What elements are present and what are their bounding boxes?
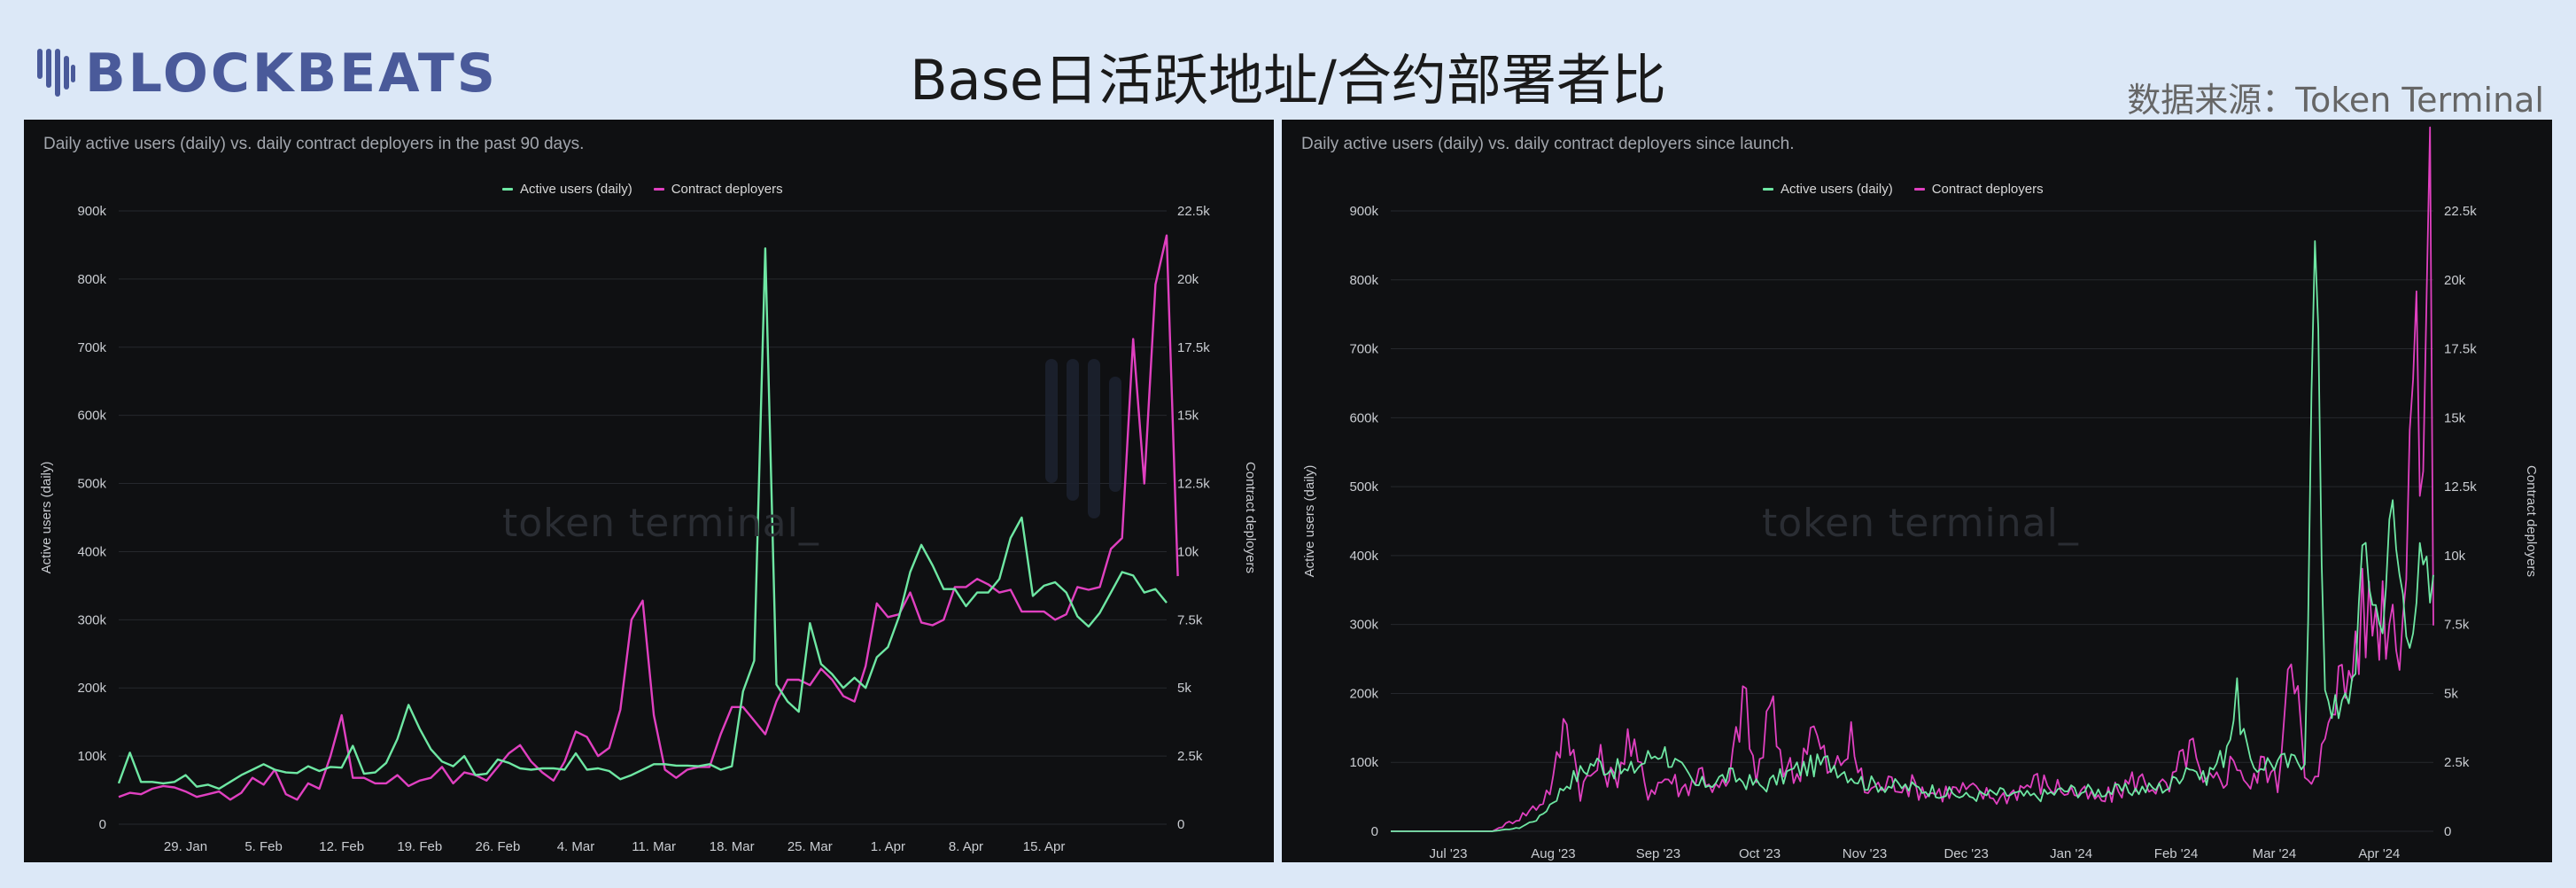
x-tick-label: Sep '23	[1636, 846, 1680, 861]
y-tick-label: 800k	[1349, 273, 1378, 288]
y2-tick-label: 17.5k	[2444, 342, 2477, 357]
y-tick-label: 700k	[77, 340, 106, 355]
series-line-active-users[interactable]	[117, 247, 1168, 791]
y2-tick-label: 20k	[2444, 273, 2466, 288]
y-axis-title: Active users (daily)	[1302, 465, 1317, 578]
x-tick-label: Apr '24	[2358, 846, 2400, 861]
legend-item-active-users[interactable]: Active users (daily)	[1763, 182, 1893, 197]
legend-label: Contract deployers	[1931, 182, 2044, 197]
x-tick-label: 26. Feb	[475, 839, 520, 854]
blockbeats-logo[interactable]: BLOCKBEATS	[35, 43, 498, 105]
x-tick-label: Oct '23	[1739, 846, 1781, 861]
y2-tick-label: 15k	[2444, 410, 2466, 425]
chart-panel-since-launch: 0 100k 200k 300k 400k 500k 600k 700k 800k 900k 0 2.…	[1282, 120, 2552, 862]
series-line-contract-deployers[interactable]	[1391, 126, 2434, 832]
chart-panel-90-days: 0 100k 200k 300k 400k 500k 600k 700k 800k 900k 0 2.…	[24, 120, 1274, 862]
x-tick-label: 1. Apr	[871, 839, 905, 854]
header: BLOCKBEATS Base日活跃地址/合约部署者比 数据来源：Token T…	[0, 0, 2576, 120]
y-tick-label: 300k	[1349, 618, 1378, 633]
x-tick-label: Mar '24	[2253, 846, 2297, 861]
data-source: 数据来源：Token Terminal	[2127, 81, 2544, 120]
chart-since-launch: 0 100k 200k 300k 400k 500k 600k 700k 800k 900k 0 2.…	[1302, 126, 2539, 861]
legend-item-contract-deployers[interactable]: Contract deployers	[653, 182, 783, 197]
y2-axis-title: Contract deployers	[2524, 465, 2539, 577]
token-terminal-watermark: token terminal_	[502, 501, 819, 546]
x-tick-label: Jul '23	[1430, 846, 1468, 861]
y2-tick-label: 17.5k	[1177, 340, 1210, 355]
y-tick-label: 400k	[77, 544, 106, 559]
y2-tick-label: 2.5k	[1177, 749, 1203, 764]
legend-swatch	[1913, 188, 1925, 191]
x-tick-label: 18. Mar	[710, 839, 755, 854]
y2-tick-label: 7.5k	[1177, 612, 1203, 627]
y2-tick-label: 20k	[1177, 272, 1199, 287]
page-title: Base日活跃地址/合约部署者比	[910, 48, 1666, 113]
y-tick-label: 800k	[77, 272, 106, 287]
series-line-contract-deployers[interactable]	[118, 234, 1179, 801]
token-terminal-watermark: token terminal_	[1762, 501, 2079, 546]
y-tick-label: 200k	[77, 681, 106, 696]
y-tick-label: 600k	[77, 409, 106, 424]
x-tick-label: 4. Mar	[557, 839, 595, 854]
x-tick-label: Feb '24	[2154, 846, 2199, 861]
y-tick-label: 100k	[1349, 755, 1378, 770]
y-tick-label: 600k	[1349, 410, 1378, 425]
legend-label: Contract deployers	[671, 182, 783, 197]
y2-tick-label: 5k	[1177, 681, 1191, 696]
y2-tick-label: 15k	[1177, 409, 1199, 424]
x-tick-label: 15. Apr	[1023, 839, 1066, 854]
y-axis-title: Active users (daily)	[39, 462, 54, 574]
legend-swatch	[1763, 188, 1773, 191]
y-tick-label: 900k	[77, 204, 106, 219]
y2-tick-label: 12.5k	[1177, 477, 1210, 492]
y2-tick-label: 7.5k	[2444, 618, 2470, 633]
y-tick-label: 100k	[77, 749, 106, 764]
y2-tick-label: 2.5k	[2444, 755, 2470, 770]
legend-swatch	[653, 188, 664, 191]
x-tick-label: 19. Feb	[397, 839, 442, 854]
x-tick-label: Dec '23	[1944, 846, 1988, 861]
chart-legend: Active users (daily) Contract deployers	[502, 182, 783, 197]
x-tick-label: Aug '23	[1531, 846, 1575, 861]
legend-item-active-users[interactable]: Active users (daily)	[502, 182, 632, 197]
logo-mark-icon	[37, 49, 75, 97]
chart-subtitle: Daily active users (daily) vs. daily con…	[43, 135, 585, 153]
y2-tick-label: 0	[1177, 817, 1184, 832]
chart-legend: Active users (daily) Contract deployers	[1763, 182, 2044, 197]
legend-swatch	[502, 188, 513, 191]
legend-label: Active users (daily)	[520, 182, 632, 197]
y-tick-label: 900k	[1349, 204, 1378, 219]
y2-axis-title: Contract deployers	[1243, 462, 1258, 573]
y2-tick-label: 12.5k	[2444, 479, 2477, 495]
y-tick-label: 0	[1371, 824, 1378, 839]
x-tick-label: 11. Mar	[632, 839, 676, 854]
y-tick-label: 300k	[77, 612, 106, 627]
x-tick-label: 5. Feb	[244, 839, 283, 854]
y2-tick-label: 10k	[1177, 544, 1199, 559]
y2-tick-label: 22.5k	[1177, 204, 1210, 219]
x-tick-label: 25. Mar	[788, 839, 833, 854]
y2-tick-label: 22.5k	[2444, 204, 2477, 219]
y2-tick-label: 10k	[2444, 549, 2466, 564]
chart-90-days: 0 100k 200k 300k 400k 500k 600k 700k 800k 900k 0 2.…	[39, 204, 1258, 854]
x-tick-label: 12. Feb	[319, 839, 364, 854]
y-tick-label: 0	[99, 817, 106, 832]
legend-item-contract-deployers[interactable]: Contract deployers	[1913, 182, 2044, 197]
logo-text: BLOCKBEATS	[85, 43, 498, 105]
chart-subtitle: Daily active users (daily) vs. daily con…	[1301, 135, 1795, 153]
legend-label: Active users (daily)	[1781, 182, 1893, 197]
y2-tick-label: 5k	[2444, 686, 2458, 701]
x-tick-label: 8. Apr	[949, 839, 983, 854]
y-tick-label: 400k	[1349, 549, 1378, 564]
x-tick-label: Jan '24	[2050, 846, 2092, 861]
x-tick-label: Nov '23	[1843, 846, 1887, 861]
y-tick-label: 700k	[1349, 342, 1378, 357]
y-tick-label: 500k	[1349, 479, 1378, 495]
y-tick-label: 500k	[77, 477, 106, 492]
y-tick-label: 200k	[1349, 686, 1378, 701]
y2-tick-label: 0	[2444, 824, 2451, 839]
series-line-active-users[interactable]	[1391, 240, 2434, 832]
x-tick-label: 29. Jan	[164, 839, 207, 854]
